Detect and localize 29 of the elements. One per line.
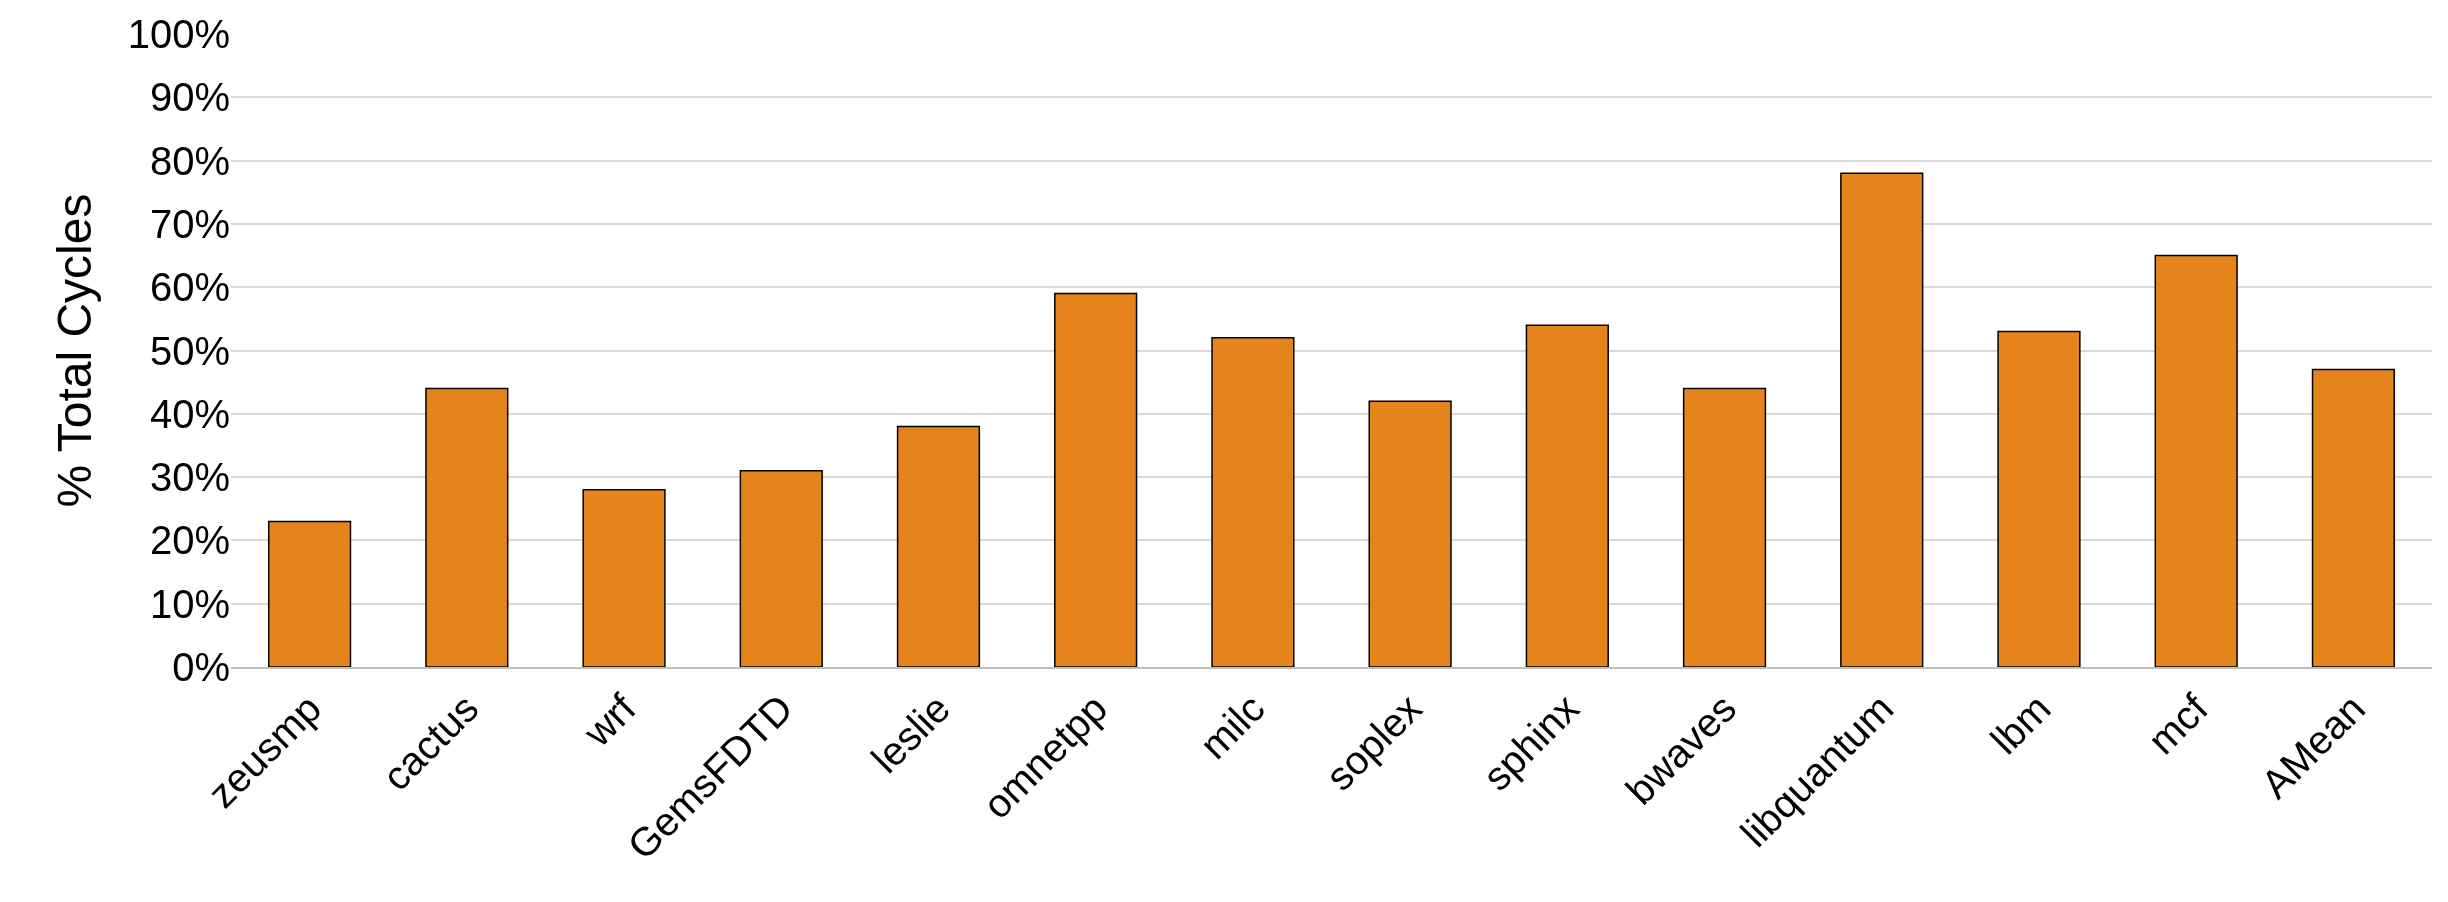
y-tick-label: 0%	[172, 645, 230, 689]
bar	[2154, 254, 2238, 667]
x-tick-label: milc	[1191, 685, 1273, 768]
bar	[1368, 400, 1452, 667]
y-axis-title: % Total Cycles	[48, 193, 102, 508]
bar	[739, 470, 823, 667]
y-tick-label: 50%	[149, 328, 230, 373]
bar	[1525, 324, 1609, 667]
y-tick-label: 30%	[149, 455, 230, 500]
bar	[1682, 387, 1767, 667]
y-tick-label: 70%	[149, 201, 230, 246]
x-tick-label: mcf	[2139, 685, 2217, 763]
bar	[1211, 337, 1295, 667]
y-tick-label: 90%	[149, 75, 230, 120]
bar	[2311, 368, 2396, 667]
bar	[896, 425, 981, 667]
bar	[582, 489, 666, 667]
y-tick-label: 80%	[149, 138, 230, 183]
bar	[267, 520, 352, 667]
y-tick-label: 100%	[127, 12, 230, 56]
bar	[1840, 172, 1924, 667]
y-tick-label: 40%	[149, 391, 230, 436]
y-tick-label: 60%	[149, 265, 230, 310]
bar	[425, 387, 509, 667]
bar	[1054, 292, 1138, 667]
x-tick-label: lbm	[1982, 685, 2059, 763]
bar	[1997, 330, 2081, 667]
y-tick-label: 10%	[149, 581, 230, 626]
y-tick-label: 20%	[149, 518, 230, 563]
